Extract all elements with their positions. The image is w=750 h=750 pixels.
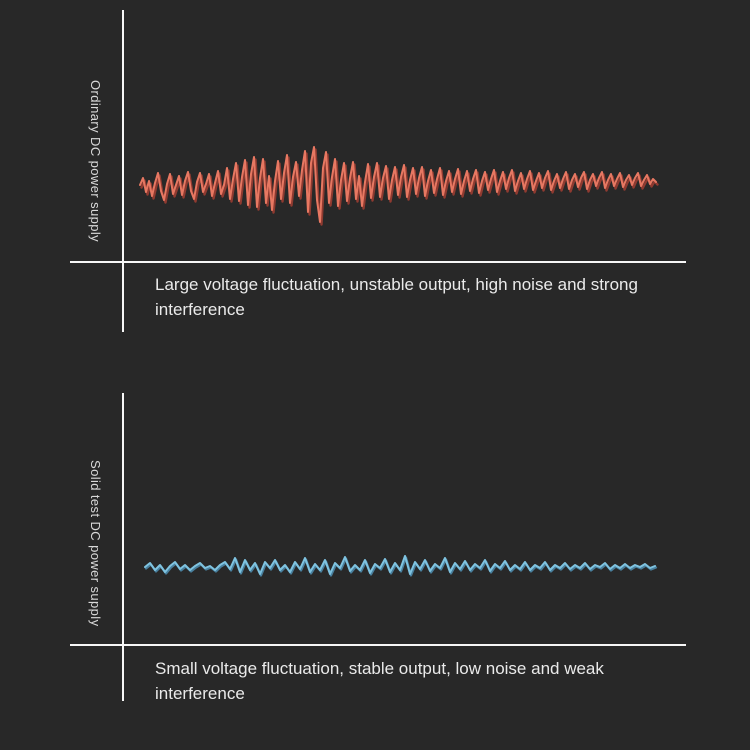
panel-label: Solid test DC power supply <box>88 460 103 627</box>
y-axis-line <box>122 10 124 332</box>
panel-label: Ordinary DC power supply <box>88 80 103 243</box>
ordinary-waveform <box>139 146 657 223</box>
x-axis-line <box>70 261 686 263</box>
x-axis-line <box>70 644 686 646</box>
ordinary-waveform-shadow <box>140 148 659 226</box>
panel-caption: Large voltage fluctuation, unstable outp… <box>155 275 638 319</box>
solid-test-waveform <box>144 555 656 575</box>
panel-caption: Small voltage fluctuation, stable output… <box>155 659 604 703</box>
solid-test-waveform-shadow <box>144 556 658 577</box>
y-axis-line <box>122 393 124 701</box>
